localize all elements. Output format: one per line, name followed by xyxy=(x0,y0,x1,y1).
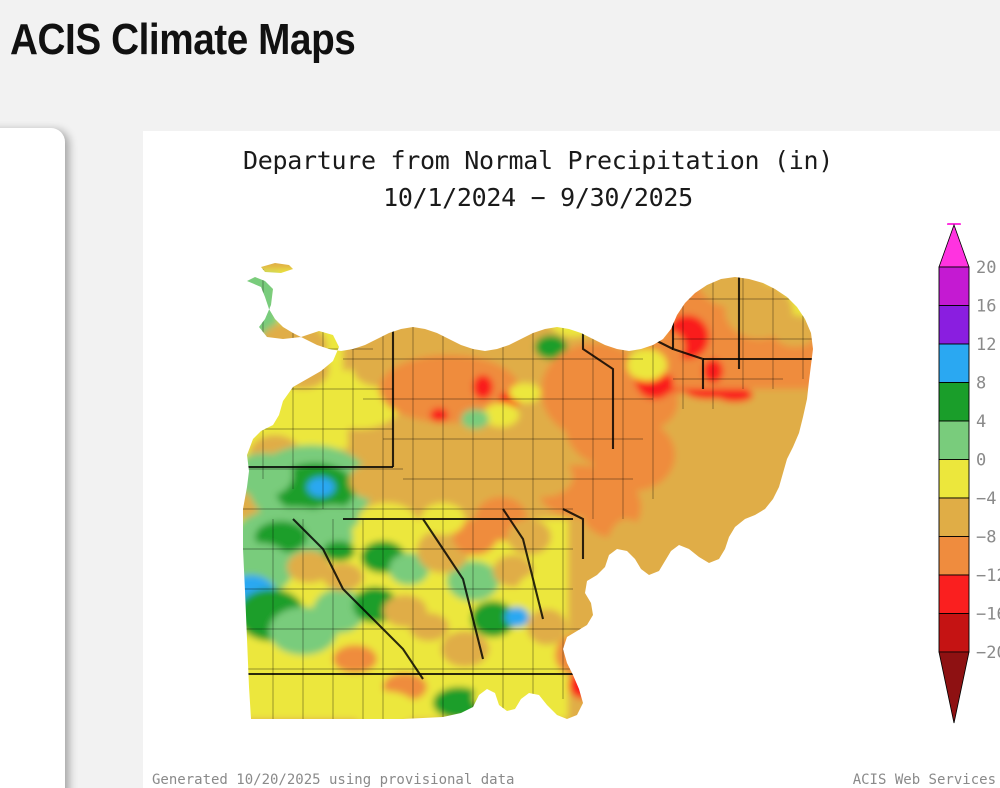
colorbar-tick-12: 12 xyxy=(976,335,996,355)
attribution-note: ACIS Web Services xyxy=(852,772,996,788)
generated-note: Generated 10/20/2025 using provisional d… xyxy=(152,772,515,788)
colorbar-tick-16: 16 xyxy=(976,297,996,317)
colorbar-under-arrow xyxy=(938,651,970,724)
colorbar-tick-m16: −16 xyxy=(976,605,1000,625)
colorbar-tick-4: 4 xyxy=(976,412,986,432)
colorbar-tick-labels: 20 16 12 8 4 0 −4 −8 −12 −16 −20 xyxy=(976,258,1000,663)
colorbar-tick-m20: −20 xyxy=(976,643,1000,663)
chart-title: Departure from Normal Precipitation (in) xyxy=(242,146,834,175)
colorbar-tick-20: 20 xyxy=(976,258,996,278)
map-panel: Departure from Normal Precipitation (in)… xyxy=(143,131,1000,788)
colorbar-tick-m4: −4 xyxy=(976,489,996,509)
choropleth-map xyxy=(143,219,933,749)
page-title: ACIS Climate Maps xyxy=(10,15,356,64)
colorbar-bands xyxy=(938,266,970,653)
chart-title-block: Departure from Normal Precipitation (in)… xyxy=(143,142,933,216)
colorbar-tick-0: 0 xyxy=(976,451,986,471)
colorbar-tick-m12: −12 xyxy=(976,566,1000,586)
colorbar-top-tip xyxy=(938,223,970,268)
colorbar-tick-m8: −8 xyxy=(976,528,996,548)
sidebar-card xyxy=(0,128,65,788)
chart-subtitle: 10/1/2024 − 9/30/2025 xyxy=(383,183,693,212)
app-header: ACIS Climate Maps xyxy=(0,0,1000,131)
colorbar-legend: 20 16 12 8 4 0 −4 −8 −12 −16 −20 xyxy=(936,223,1000,788)
colorbar-tick-8: 8 xyxy=(976,374,986,394)
